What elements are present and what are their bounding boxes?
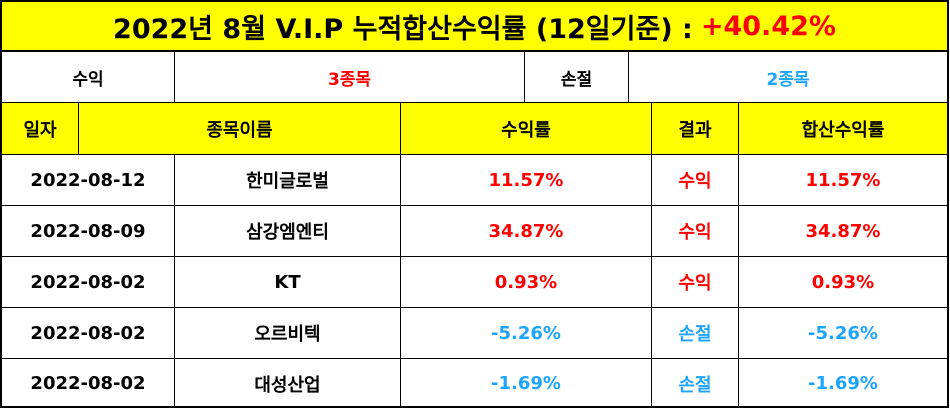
row-cumulative: 0.93% xyxy=(811,271,875,293)
table-row: 2022-08-12 한미글로벌 11.57% 수익 11.57% xyxy=(2,155,947,206)
header-name: 종목이름 xyxy=(79,103,401,154)
row-name: 삼강엠엔티 xyxy=(175,206,401,256)
summary-row: 수익 3종목 손절 2종목 xyxy=(2,52,947,103)
row-result: 수익 xyxy=(652,206,739,256)
row-name: KT xyxy=(175,257,401,307)
row-cumulative: 11.57% xyxy=(805,169,881,191)
loss-count: 2종목 xyxy=(766,69,810,90)
row-return: 0.93% xyxy=(401,257,652,307)
title-bar: 2022년 8월 V.I.P 누적합산수익률 (12일기준) : +40.42% xyxy=(2,2,947,52)
gain-count: 3종목 xyxy=(175,52,525,102)
row-name: 오르비텍 xyxy=(175,308,401,358)
title-cell: 2022년 8월 V.I.P 누적합산수익률 (12일기준) : +40.42% xyxy=(2,2,947,50)
row-cumulative: -5.26% xyxy=(808,322,878,344)
row-name: 한미글로벌 xyxy=(175,155,401,205)
header-date: 일자 xyxy=(2,103,79,154)
header-result: 결과 xyxy=(652,103,739,154)
row-result: 손절 xyxy=(652,359,739,408)
row-result: 수익 xyxy=(652,155,739,205)
row-date: 2022-08-12 xyxy=(2,155,175,205)
row-cumulative: 34.87% xyxy=(805,220,881,242)
row-name: 대성산업 xyxy=(175,359,401,408)
row-cumulative: -1.69% xyxy=(808,373,878,394)
row-date: 2022-08-02 xyxy=(2,257,175,307)
row-result: 손절 xyxy=(652,308,739,358)
table-row: 2022-08-02 대성산업 -1.69% 손절 -1.69% xyxy=(2,359,947,408)
table-row: 2022-08-09 삼강엠엔티 34.87% 수익 34.87% xyxy=(2,206,947,257)
row-return: 11.57% xyxy=(401,155,652,205)
gain-label: 수익 xyxy=(2,52,175,102)
row-date: 2022-08-09 xyxy=(2,206,175,256)
header-return: 수익률 xyxy=(401,103,652,154)
row-result: 수익 xyxy=(652,257,739,307)
row-return: -5.26% xyxy=(401,308,652,358)
table-row: 2022-08-02 KT 0.93% 수익 0.93% xyxy=(2,257,947,308)
row-date: 2022-08-02 xyxy=(2,308,175,358)
header-cumulative: 합산수익률 xyxy=(801,119,885,141)
table-row: 2022-08-02 오르비텍 -5.26% 손절 -5.26% xyxy=(2,308,947,359)
loss-label: 손절 xyxy=(525,52,629,102)
row-return: 34.87% xyxy=(401,206,652,256)
row-return: -1.69% xyxy=(401,359,652,408)
title-text: 2022년 8월 V.I.P 누적합산수익률 (12일기준) : xyxy=(113,13,693,45)
total-return-value: +40.42% xyxy=(700,10,836,42)
row-date: 2022-08-02 xyxy=(2,359,175,408)
header-row: 일자 종목이름 수익률 결과 합산수익률 xyxy=(2,103,947,155)
